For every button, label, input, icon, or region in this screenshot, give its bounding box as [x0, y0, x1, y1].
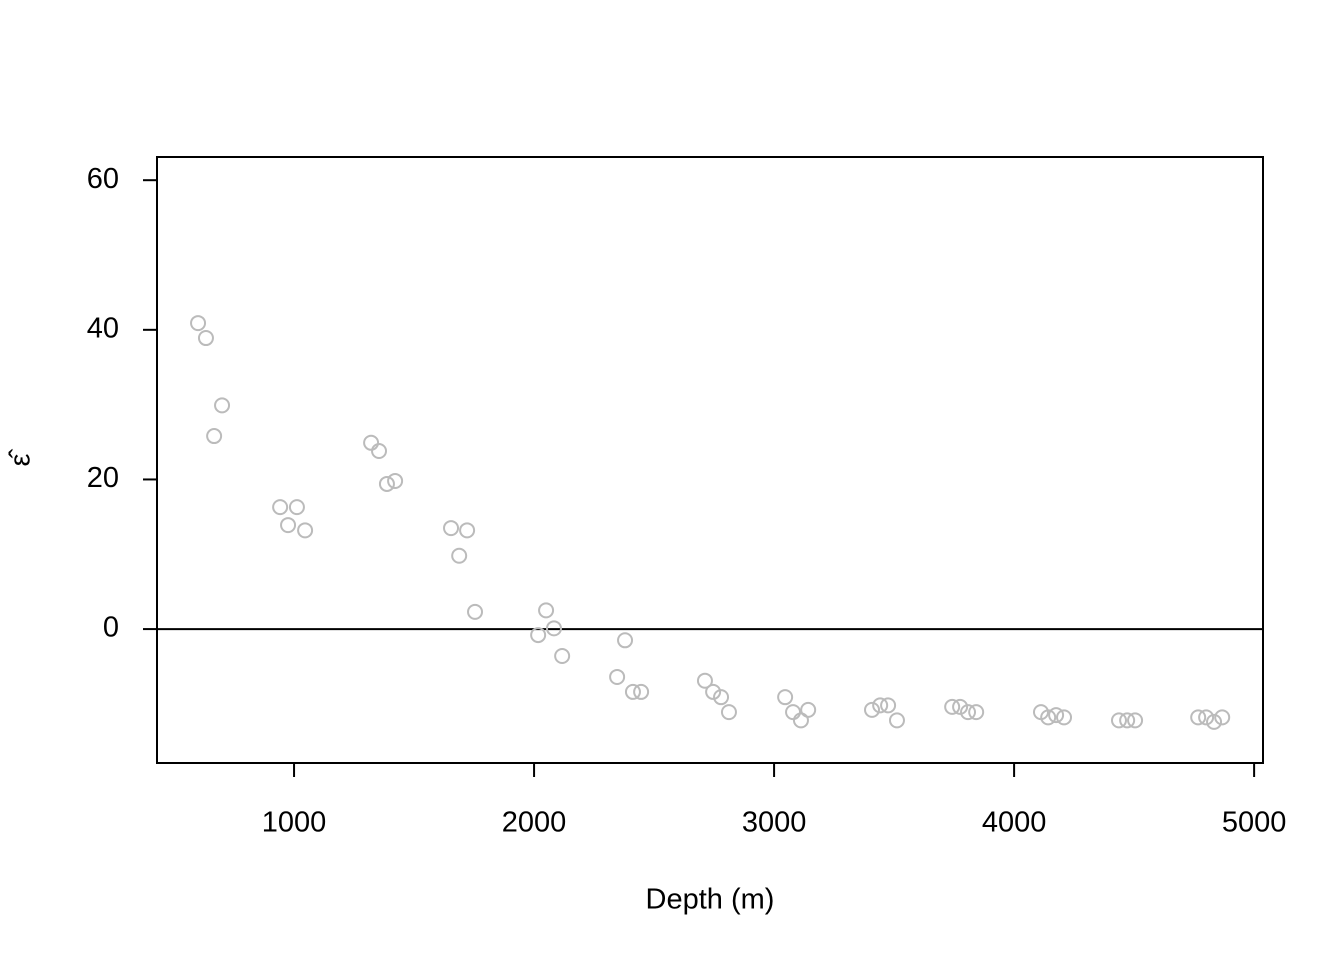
point: [371, 443, 388, 460]
point: [1110, 712, 1127, 729]
point: [280, 517, 297, 534]
y-axis-label: ε̂: [5, 449, 37, 467]
y-tick-label: 40: [87, 312, 119, 344]
x-tick-label: 4000: [982, 807, 1047, 839]
point: [1119, 712, 1136, 729]
point: [609, 668, 626, 685]
point: [624, 683, 641, 700]
point: [272, 499, 289, 516]
x-tick-label: 1000: [262, 807, 327, 839]
point: [1206, 713, 1223, 730]
point: [530, 627, 547, 644]
point: [777, 689, 794, 706]
point: [872, 697, 889, 714]
point: [617, 632, 634, 649]
point: [1214, 709, 1231, 726]
point: [880, 697, 897, 714]
point: [705, 683, 722, 700]
point: [800, 701, 817, 718]
point: [545, 620, 562, 637]
point: [713, 689, 730, 706]
point: [190, 315, 207, 332]
point: [451, 547, 468, 564]
y-tick-label: 60: [87, 163, 119, 195]
x-tick-label: 5000: [1222, 807, 1287, 839]
plot-frame: [156, 156, 1264, 764]
point: [288, 499, 305, 516]
point: [864, 701, 881, 718]
x-tick-label: 2000: [502, 807, 567, 839]
point: [888, 712, 905, 729]
point: [214, 397, 231, 414]
x-axis-label: Depth (m): [646, 884, 775, 916]
point: [1048, 707, 1065, 724]
point: [378, 475, 395, 492]
y-tick-label: 20: [87, 462, 119, 494]
point: [387, 472, 404, 489]
point: [554, 648, 571, 665]
point: [696, 672, 713, 689]
point: [720, 704, 737, 721]
point: [538, 602, 555, 619]
point: [459, 522, 476, 539]
point: [1198, 709, 1215, 726]
point: [1056, 709, 1073, 726]
point: [1127, 712, 1144, 729]
point: [443, 520, 460, 537]
point: [206, 428, 223, 445]
y-tick-label: 0: [103, 612, 119, 644]
point: [363, 434, 380, 451]
point: [952, 698, 969, 715]
point: [633, 683, 650, 700]
point: [467, 603, 484, 620]
point: [968, 704, 985, 721]
point: [297, 522, 314, 539]
point: [785, 704, 802, 721]
point: [1190, 709, 1207, 726]
point: [1040, 709, 1057, 726]
point: [197, 330, 214, 347]
point: [944, 698, 961, 715]
point: [960, 704, 977, 721]
x-tick-label: 3000: [742, 807, 807, 839]
